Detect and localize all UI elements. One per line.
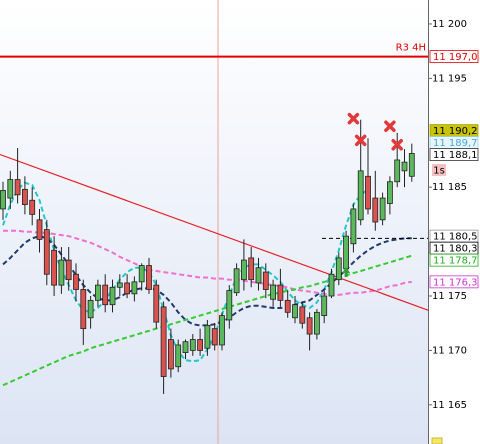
signal-cross <box>347 112 360 125</box>
candle-body <box>321 295 328 316</box>
candle-body <box>102 284 109 306</box>
y-tick-label: 11 195 <box>432 73 467 84</box>
plot-background <box>0 0 428 444</box>
candle-body <box>357 170 364 221</box>
y-tick-label: 11 165 <box>432 400 467 411</box>
candle-body <box>240 259 247 281</box>
candle-body <box>386 181 393 204</box>
candle-body <box>248 257 255 281</box>
indicator-line <box>2 254 413 387</box>
price-label: 11 180,5 <box>433 232 478 243</box>
price-label-box <box>429 253 479 267</box>
axis-panel <box>428 0 480 444</box>
candle-body <box>124 282 130 295</box>
price-label: 11 176,3 <box>433 277 478 288</box>
candle-body <box>167 339 174 370</box>
candle-body <box>401 161 408 172</box>
candle-body <box>277 284 284 301</box>
candle-body <box>219 315 225 346</box>
candle-body <box>138 265 145 283</box>
candle-body <box>43 229 50 275</box>
candle-body <box>65 259 72 281</box>
price-label: 11 189,7 <box>433 138 478 149</box>
y-tick-label: 11 170 <box>432 345 467 356</box>
candle-body <box>36 219 43 240</box>
candle-body <box>0 190 6 210</box>
candle-body <box>146 265 152 290</box>
candle-body <box>292 304 298 319</box>
indicator-line <box>3 229 412 296</box>
candle-body <box>233 268 240 294</box>
candle-body <box>379 197 386 221</box>
signal-arrow <box>342 267 351 278</box>
price-label: 11 180,3 <box>433 244 478 255</box>
candle-body <box>343 235 350 270</box>
candle-body <box>365 175 371 210</box>
candle-body <box>299 306 306 324</box>
candle-body <box>313 311 320 335</box>
timer-box <box>432 164 446 176</box>
candle-body <box>153 284 160 323</box>
candle-body <box>328 273 335 297</box>
candle-body <box>408 153 415 177</box>
candle-body <box>175 344 182 368</box>
candle-body <box>87 299 94 319</box>
candle-body <box>197 339 204 351</box>
candle-body <box>51 249 57 286</box>
signal-cross <box>391 138 403 151</box>
timer: 1s <box>433 166 445 177</box>
price-label: 11 188,1 <box>433 150 478 161</box>
candle-body <box>131 281 138 295</box>
candle-body <box>21 188 28 205</box>
candle-body <box>182 341 189 353</box>
y-tick-label: 11 200 <box>432 19 467 30</box>
signal-cross <box>384 120 396 132</box>
price-label-box <box>429 275 479 289</box>
price-label: 11 197,0 <box>433 52 478 63</box>
price-label: 11 178,7 <box>433 256 478 267</box>
candle-body <box>58 259 65 286</box>
candle-body <box>109 286 116 306</box>
candle-body <box>7 179 14 199</box>
candle-body <box>226 290 233 321</box>
candle-body <box>29 199 36 215</box>
candle-body <box>270 284 277 300</box>
trendline <box>0 153 429 311</box>
corner-box <box>431 437 443 444</box>
candle-body <box>204 324 211 349</box>
candle-body <box>306 317 313 335</box>
price-label-box <box>429 148 479 161</box>
plot-layer: R3 4H <box>0 43 429 394</box>
candle-body <box>189 339 196 351</box>
y-tick-label: 11 175 <box>432 291 467 302</box>
candle-body <box>372 197 379 223</box>
level-label: R3 4H <box>396 43 426 54</box>
candle-body <box>116 282 123 288</box>
candle-body <box>350 208 357 245</box>
candle-body <box>160 306 167 377</box>
candle-body <box>14 179 21 196</box>
candle-body <box>80 289 87 330</box>
candle-body <box>211 328 218 346</box>
price-label-box <box>429 50 479 63</box>
candle-body <box>95 284 101 301</box>
signal-cross <box>354 134 367 147</box>
price-label: 11 190,2 <box>433 126 478 137</box>
y-tick-label: 11 185 <box>432 182 467 193</box>
candle-body <box>284 299 291 313</box>
candle-body <box>335 257 342 281</box>
candle-body <box>73 273 79 290</box>
candle-body <box>262 271 269 290</box>
candle-body <box>255 267 262 284</box>
candle-body <box>394 159 401 183</box>
